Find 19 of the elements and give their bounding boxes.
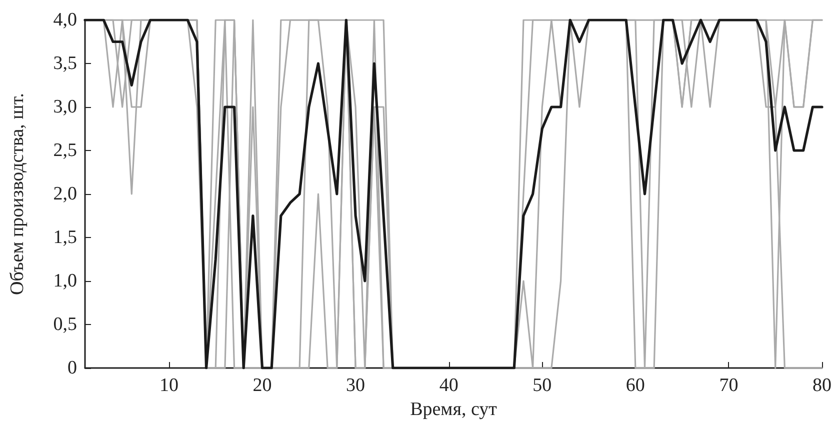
y-tick-label: 2,5 [53, 140, 77, 161]
x-tick-label: 30 [346, 375, 366, 396]
x-tick-label: 80 [812, 375, 832, 396]
x-tick-label: 20 [252, 375, 272, 396]
y-tick-label: 1,0 [53, 270, 77, 292]
x-tick-label: 10 [159, 375, 178, 396]
y-tick-label: 3,5 [53, 53, 77, 74]
x-tick-label: 70 [719, 375, 738, 396]
y-tick-label: 4,0 [53, 10, 77, 30]
y-tick-label: 1,5 [53, 227, 77, 248]
y-tick-label: 0,5 [53, 314, 77, 335]
y-tick-label: 0 [68, 358, 77, 378]
x-tick-label: 40 [439, 375, 458, 396]
y-tick-label: 2,0 [53, 184, 77, 204]
x-tick-label: 50 [532, 375, 552, 396]
y-tick-label: 3,0 [53, 96, 77, 118]
y-axis-title: Объем производства, шт. [7, 93, 28, 295]
x-axis-title: Время, сут [410, 398, 498, 420]
x-tick-label: 60 [626, 375, 645, 396]
